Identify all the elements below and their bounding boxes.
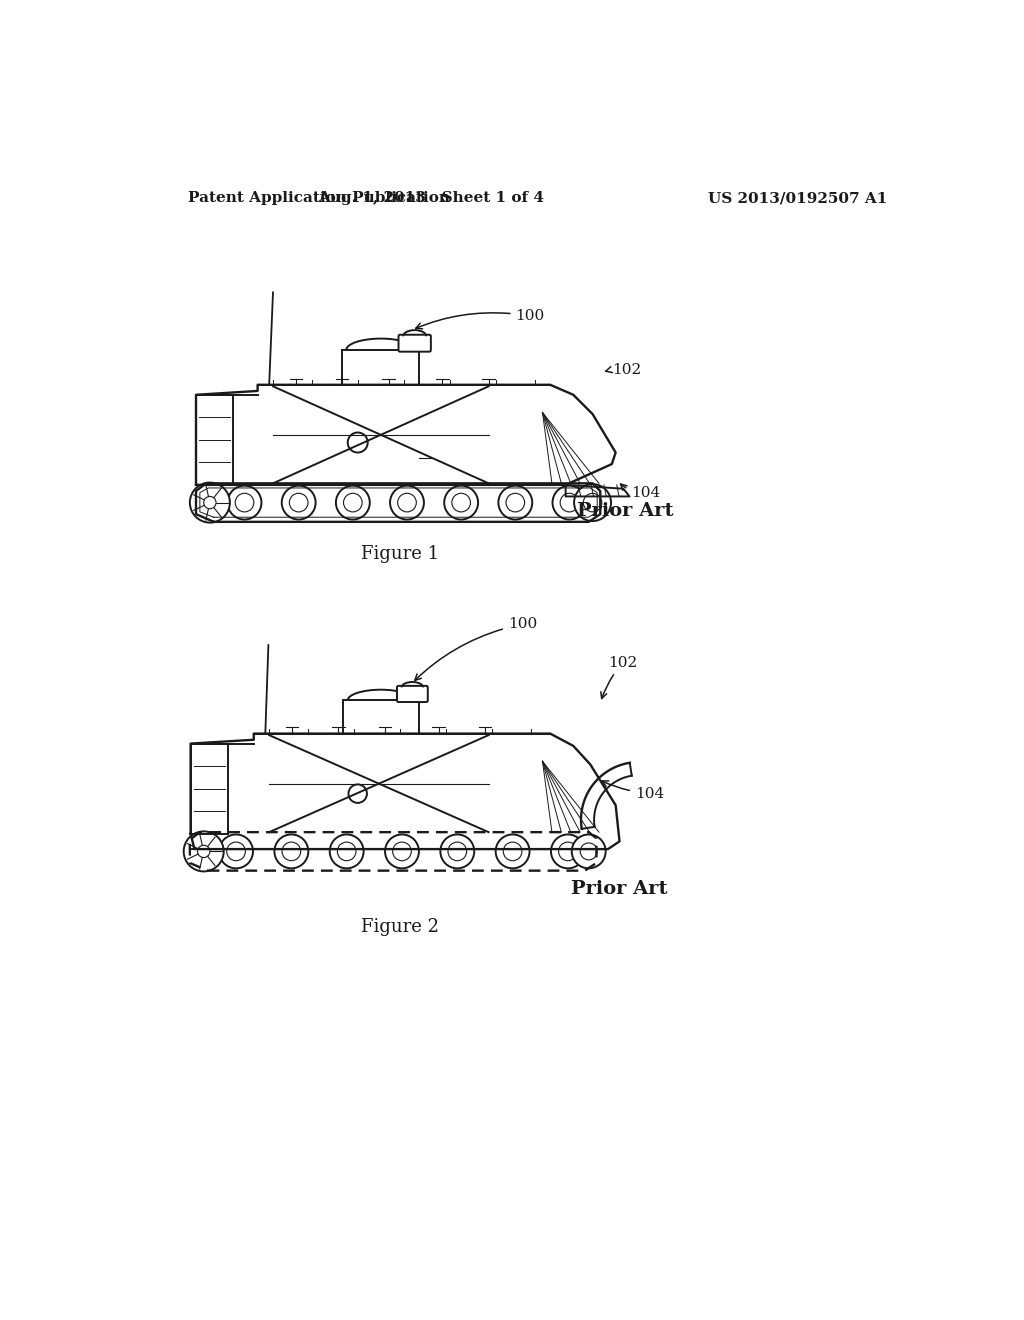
Circle shape [444,486,478,520]
Circle shape [560,494,579,512]
Text: 102: 102 [601,656,637,698]
Text: Figure 1: Figure 1 [361,545,439,562]
Circle shape [390,486,424,520]
Circle shape [282,486,315,520]
Circle shape [499,486,532,520]
Circle shape [496,834,529,869]
Circle shape [183,832,223,871]
Text: US 2013/0192507 A1: US 2013/0192507 A1 [708,191,888,206]
Circle shape [571,834,605,869]
FancyBboxPatch shape [342,350,419,385]
Circle shape [553,486,587,520]
Circle shape [452,494,470,512]
Circle shape [392,842,412,861]
Circle shape [447,842,467,861]
Circle shape [559,842,578,861]
Text: Aug. 1, 2013   Sheet 1 of 4: Aug. 1, 2013 Sheet 1 of 4 [317,191,544,206]
Circle shape [227,486,261,520]
Circle shape [385,834,419,869]
Circle shape [204,496,216,508]
Circle shape [290,494,308,512]
Circle shape [236,494,254,512]
Circle shape [274,834,308,869]
Circle shape [219,834,253,869]
Text: Prior Art: Prior Art [571,879,668,898]
Text: 104: 104 [621,484,660,500]
Circle shape [397,494,417,512]
Text: 100: 100 [416,309,545,329]
Text: 100: 100 [415,618,538,680]
FancyBboxPatch shape [398,335,431,351]
FancyBboxPatch shape [343,701,419,734]
Circle shape [584,494,602,512]
Circle shape [330,834,364,869]
Text: Patent Application Publication: Patent Application Publication [188,191,451,206]
Text: Figure 2: Figure 2 [361,919,439,936]
Circle shape [198,845,210,858]
Circle shape [581,843,597,859]
Circle shape [336,486,370,520]
Circle shape [189,483,230,523]
Text: Prior Art: Prior Art [578,503,674,520]
Circle shape [337,842,356,861]
Circle shape [348,433,368,453]
Circle shape [343,494,362,512]
Circle shape [506,494,524,512]
Circle shape [551,834,585,869]
Circle shape [574,484,611,521]
Circle shape [503,842,522,861]
Circle shape [282,842,301,861]
Circle shape [348,784,367,803]
FancyBboxPatch shape [397,686,428,702]
Circle shape [226,842,246,861]
Circle shape [440,834,474,869]
Text: 102: 102 [605,363,641,378]
Text: 104: 104 [602,781,665,800]
